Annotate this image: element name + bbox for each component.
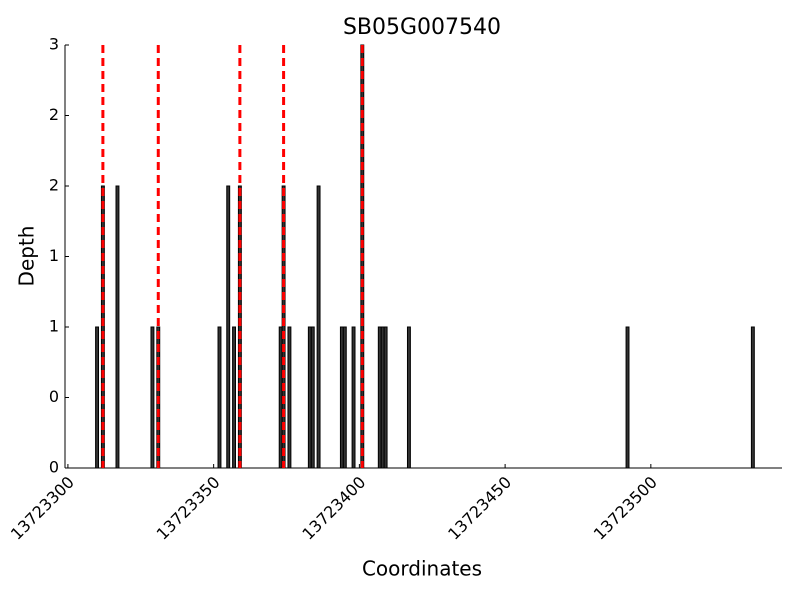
y-tick-label: 0 [49,387,59,406]
y-tick-label: 1 [49,317,59,336]
x-tick-label: 13723350 [153,473,224,544]
x-tick-label: 13723500 [590,473,661,544]
bar [316,185,321,469]
y-tick-label: 2 [49,105,59,124]
x-axis-label: Coordinates [362,557,482,581]
bar [226,185,231,469]
bar [310,326,315,469]
y-tick-label: 1 [49,246,59,265]
bar [383,326,388,469]
bar [150,326,155,469]
y-tick-label: 2 [49,176,59,195]
x-tick-label: 13723450 [444,473,515,544]
bar [115,185,120,469]
bar [232,326,237,469]
bar [342,326,347,469]
y-tick-label: 0 [49,458,59,477]
bar [750,326,755,469]
bar [287,326,292,469]
bar [406,326,411,469]
bar [351,326,356,469]
chart-title: SB05G007540 [343,15,501,40]
x-tick-label: 13723400 [298,473,369,544]
bar [95,326,100,469]
bar [217,326,222,469]
x-tick-label: 13723300 [7,473,78,544]
bar [625,326,630,469]
y-tick-label: 3 [49,35,59,54]
y-axis-label: Depth [15,226,39,287]
